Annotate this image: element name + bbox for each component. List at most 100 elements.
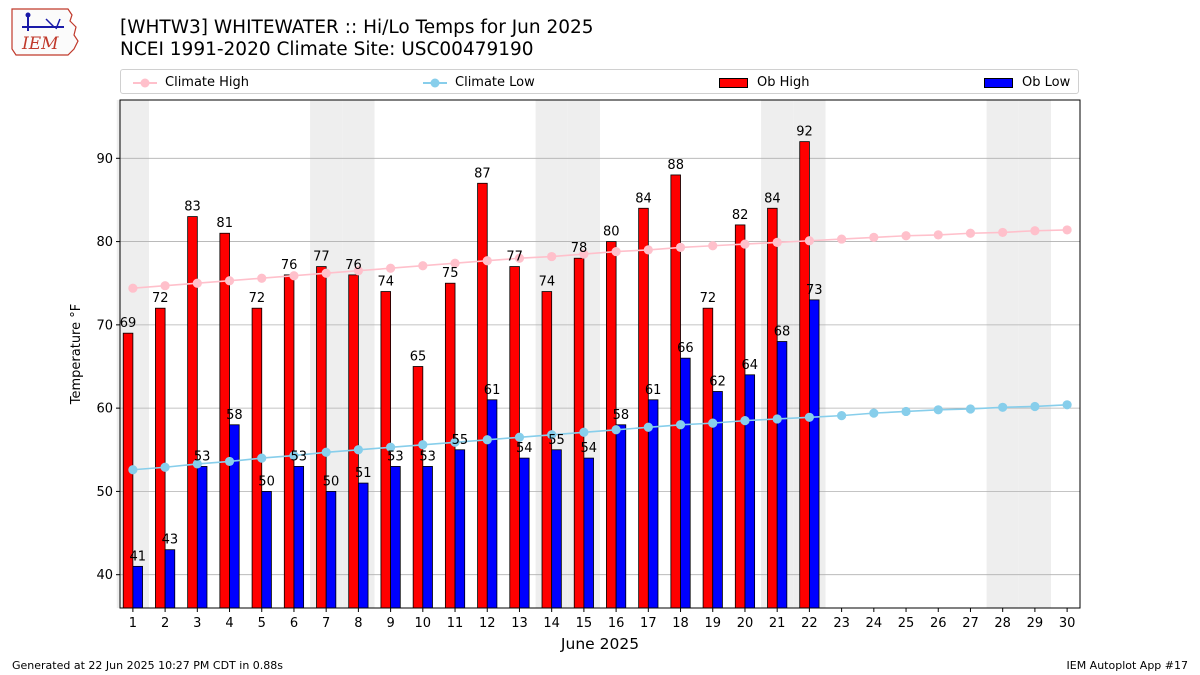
ob-high-value-label: 77 (313, 250, 330, 265)
climate-high-point (289, 271, 299, 281)
climate-high-line (132, 229, 1068, 290)
ob-low-bar (776, 341, 788, 609)
climate-high-point (740, 239, 750, 249)
x-tick-label: 19 (704, 616, 721, 631)
x-tick-label: 18 (672, 616, 689, 631)
climate-high-point (804, 236, 814, 246)
ob-high-value-label: 74 (539, 275, 556, 290)
climate-high-point (965, 228, 976, 238)
legend-ob-low-marker (984, 77, 1013, 88)
ob-high-bar (316, 266, 327, 609)
climate-low-line (132, 404, 1068, 471)
ob-high-value-label: 82 (732, 208, 749, 223)
x-tick-label: 10 (415, 616, 432, 631)
ob-low-bar (229, 424, 240, 609)
ob-low-value-label: 61 (484, 383, 501, 398)
climate-low-point (901, 406, 911, 417)
y-tick-label: 90 (96, 152, 113, 167)
climate-low-point (1030, 401, 1040, 412)
ob-low-bar (519, 457, 530, 609)
x-tick-label: 24 (866, 616, 883, 631)
weekend-shade (1018, 100, 1052, 608)
climate-high-point (772, 237, 782, 248)
climate-low-point (418, 440, 428, 450)
climate-low-point (675, 420, 686, 430)
climate-high-point (837, 234, 847, 244)
ob-low-value-label: 51 (355, 466, 372, 481)
ob-low-bar (744, 374, 756, 609)
x-tick-label: 14 (543, 616, 560, 631)
ob-low-value-label: 54 (580, 441, 597, 456)
legend-ob-high-marker (719, 77, 748, 88)
climate-high-point (901, 231, 911, 241)
climate-high-point (579, 249, 589, 259)
ob-low-bar (164, 549, 176, 609)
ob-low-bar (325, 491, 337, 609)
ob-low-value-label: 43 (162, 533, 179, 548)
ob-high-value-label: 88 (667, 158, 684, 173)
y-tick-label: 80 (96, 235, 113, 250)
ob-high-value-label: 80 (603, 225, 620, 240)
ob-high-bar (767, 207, 778, 609)
x-tick-label: 25 (898, 616, 915, 631)
climate-high-point (675, 242, 686, 253)
ob-low-bar (454, 449, 466, 609)
ob-low-value-label: 53 (194, 449, 211, 464)
ob-high-value-label: 84 (635, 191, 652, 206)
x-tick-label: 26 (930, 616, 947, 631)
legend-climate-low: Climate Low (423, 70, 535, 95)
weekend-shade (986, 100, 1019, 608)
ob-low-value-label: 73 (806, 283, 823, 298)
ob-high-value-label: 92 (796, 125, 813, 140)
footer-generated: Generated at 22 Jun 2025 10:27 PM CDT in… (12, 659, 284, 672)
ob-high-value-label: 69 (120, 316, 137, 331)
climate-high-point (321, 268, 331, 278)
x-tick-label: 6 (290, 616, 298, 631)
ob-high-value-label: 72 (249, 291, 266, 306)
legend-ob-high-label: Ob High (757, 75, 810, 90)
climate-low-point (386, 442, 396, 452)
ob-low-value-label: 62 (709, 374, 726, 389)
x-tick-label: 9 (386, 616, 394, 631)
x-tick-label: 23 (833, 616, 850, 631)
ob-high-value-label: 74 (377, 275, 394, 290)
x-tick-label: 29 (1027, 616, 1044, 631)
ob-high-bar (606, 241, 617, 609)
climate-low-point (869, 408, 879, 418)
chart-legend: Climate High Climate Low Ob High Ob Low (120, 69, 1079, 94)
iem-logo-text: IEM (21, 34, 59, 54)
legend-ob-low-label: Ob Low (1022, 75, 1071, 90)
climate-low-point (547, 430, 557, 440)
ob-low-bar (486, 399, 498, 609)
climate-low-point (740, 416, 750, 426)
x-tick-label: 27 (962, 616, 979, 631)
ob-high-value-label: 76 (345, 258, 362, 273)
climate-high-point (128, 283, 138, 293)
x-tick-label: 15 (576, 616, 593, 631)
ob-high-value-label: 65 (410, 349, 427, 364)
climate-low-point (965, 404, 976, 414)
y-tick-label: 50 (96, 485, 113, 500)
ob-low-bar (680, 357, 691, 609)
ob-high-value-label: 87 (474, 166, 491, 181)
climate-low-point (257, 453, 267, 463)
y-tick-label: 70 (96, 318, 113, 333)
climate-high-point (998, 227, 1008, 238)
ob-high-bar (348, 274, 359, 609)
climate-high-point (353, 266, 363, 276)
ob-high-bar (670, 174, 681, 609)
climate-low-point (579, 427, 589, 437)
climate-high-point (643, 245, 653, 255)
climate-high-point (1062, 225, 1072, 235)
climate-high-point (869, 232, 879, 243)
climate-high-point (482, 256, 492, 266)
ob-low-bar (422, 466, 433, 609)
climate-low-point (160, 462, 170, 472)
ob-high-value-label: 78 (571, 241, 588, 256)
chart-subtitle: NCEI 1991-2020 Climate Site: USC00479190 (120, 39, 534, 60)
ob-low-value-label: 50 (323, 474, 340, 489)
x-tick-label: 21 (769, 616, 786, 631)
ob-high-value-label: 81 (216, 216, 233, 231)
ob-low-bar (583, 457, 594, 609)
ob-high-bar (155, 307, 166, 609)
